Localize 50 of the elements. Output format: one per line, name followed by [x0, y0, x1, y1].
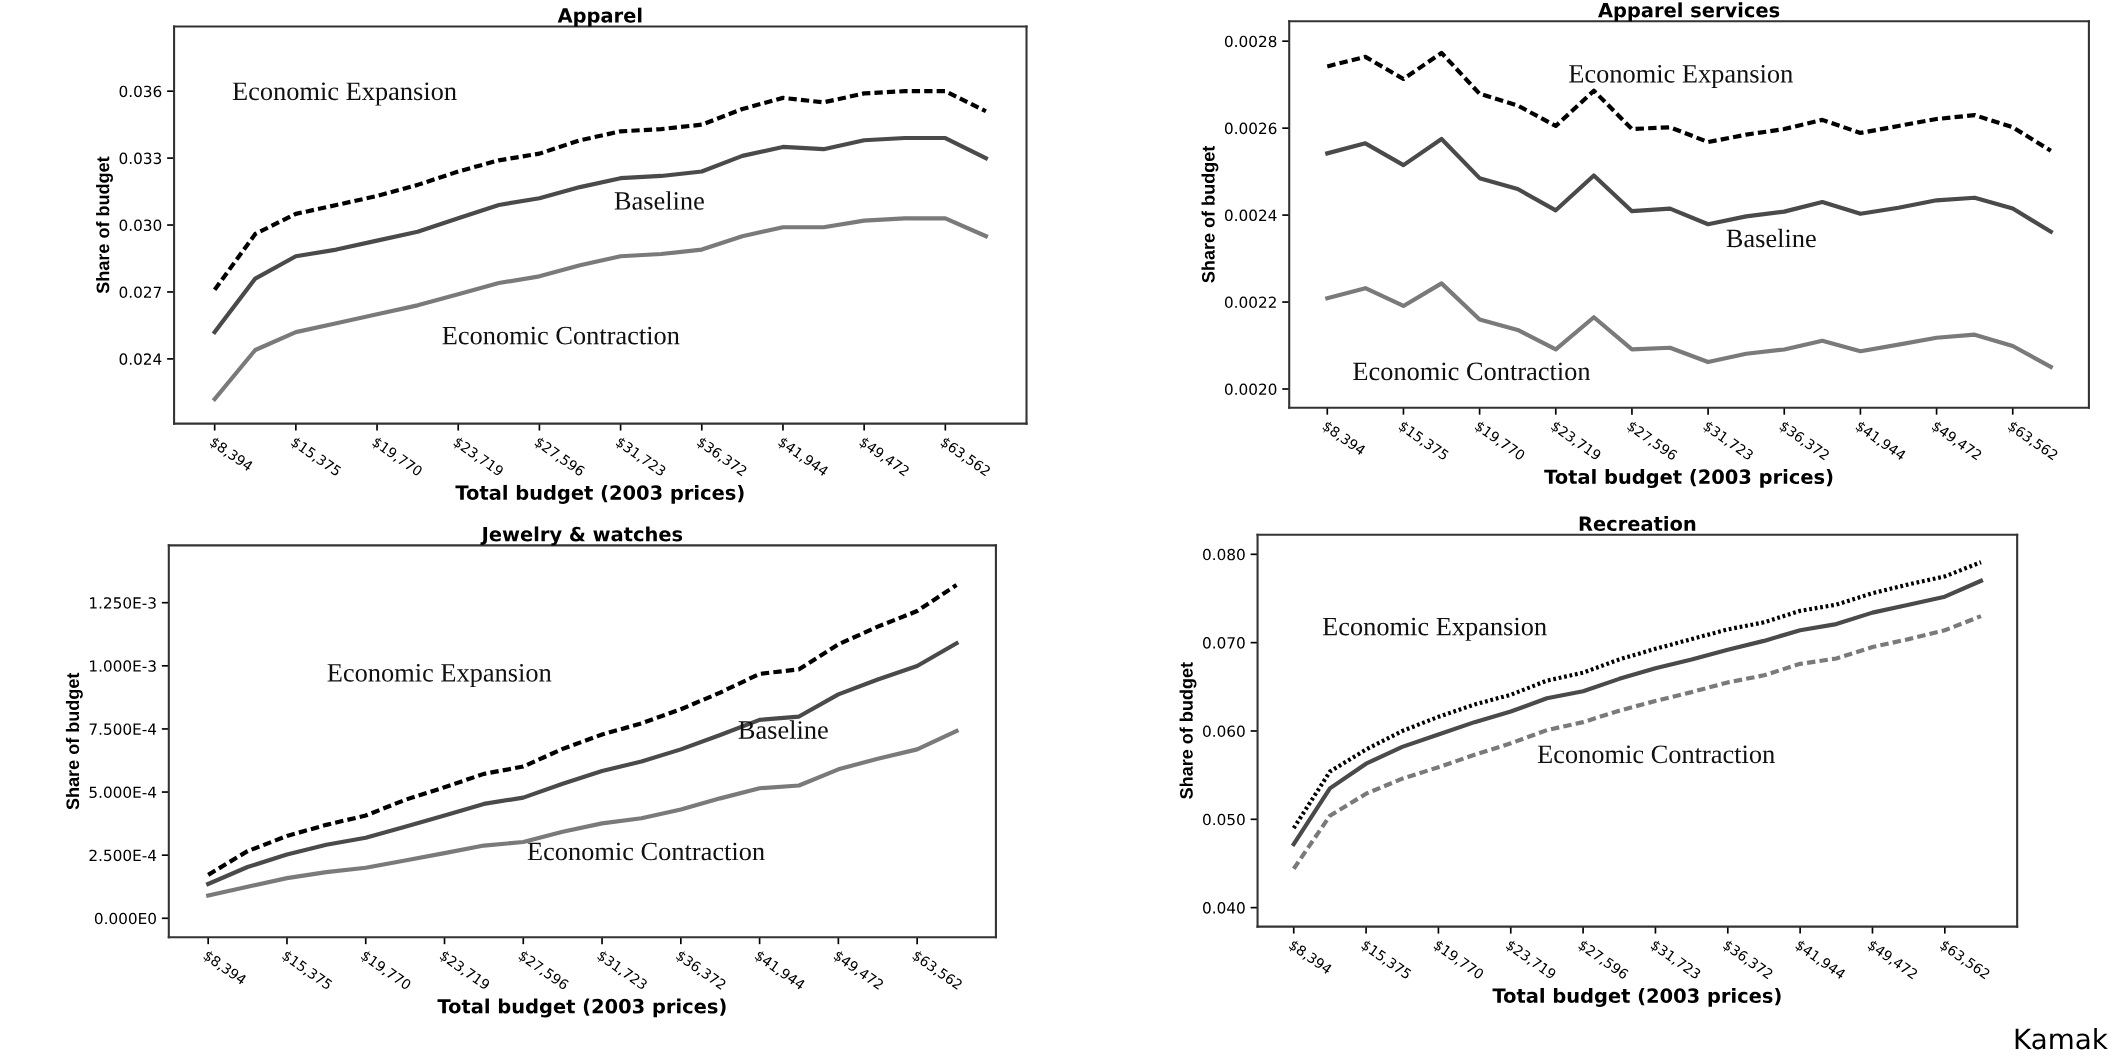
y-tick-label: 0.0020: [1224, 383, 1277, 396]
series-label: Baseline: [1726, 228, 1816, 248]
y-tick-label: 0.033: [119, 152, 162, 165]
y-axis-title: Share of budget: [65, 672, 83, 810]
y-tick-label: 0.0026: [1224, 122, 1277, 135]
y-axis-title: Share of budget: [1179, 662, 1197, 799]
text: Kamak: [2015, 1027, 2108, 1050]
y-tick-label: 0.027: [119, 286, 161, 298]
y-tick-label: 0.070: [1203, 637, 1245, 649]
line-series: [1291, 614, 1984, 871]
series-label: Economic Contraction: [527, 842, 765, 861]
text: Economic Expansion: [327, 663, 552, 688]
series-label: Economic Expansion: [1322, 617, 1547, 641]
x-axis-title: Total budget (2003 prices): [437, 998, 726, 1018]
chart-title: Recreation: [1579, 515, 1696, 532]
line-series: [212, 216, 989, 402]
chart-title: Apparel: [557, 7, 642, 27]
x-axis-title: Total budget (2003 prices): [1492, 987, 1781, 1007]
y-tick-label: 5.000E-4: [89, 786, 157, 799]
y-tick-label: 0.030: [119, 219, 162, 232]
y-tick-label: 1.250E-3: [90, 597, 156, 609]
x-axis-title: Total budget (2003 prices): [1544, 469, 1833, 488]
y-axis-title: Share of budget: [1201, 145, 1219, 283]
y-tick-label: 1.000E-3: [90, 660, 156, 672]
y-tick-label: 0.0022: [1224, 296, 1276, 309]
y-tick-label: 0.060: [1203, 725, 1245, 737]
y-tick-label: 0.080: [1203, 548, 1245, 561]
series-label: Economic Contraction: [1353, 362, 1591, 381]
y-tick-label: 0.0028: [1224, 35, 1277, 48]
line-series: [1325, 50, 2053, 153]
y-tick-label: 7.500E-4: [89, 723, 157, 735]
x-axis-title: Total budget (2003 prices): [455, 484, 744, 504]
series-label: Baseline: [738, 720, 828, 739]
y-tick-label: 2.500E-4: [89, 849, 157, 862]
line-series: [206, 641, 959, 887]
y-axis-title: Share of budget: [96, 156, 113, 294]
y-tick-label: 0.040: [1203, 902, 1245, 914]
y-tick-label: 0.000E0: [94, 912, 156, 925]
y-tick-label: 0.036: [119, 85, 162, 98]
line-series: [206, 582, 959, 877]
y-tick-label: 0.050: [1203, 813, 1245, 826]
chart-title: Jewelry & watches: [480, 526, 683, 546]
series-label: Economic Contraction: [442, 326, 680, 345]
text: Economic Expansion: [232, 82, 457, 106]
y-tick-label: 0.0024: [1224, 209, 1277, 222]
y-tick-label: 0.024: [119, 353, 162, 365]
series-label: Economic Contraction: [1537, 745, 1775, 764]
series-label: Economic Expansion: [1569, 64, 1793, 89]
chart-title: Apparel services: [1598, 2, 1780, 22]
series-label: Baseline: [614, 191, 704, 210]
